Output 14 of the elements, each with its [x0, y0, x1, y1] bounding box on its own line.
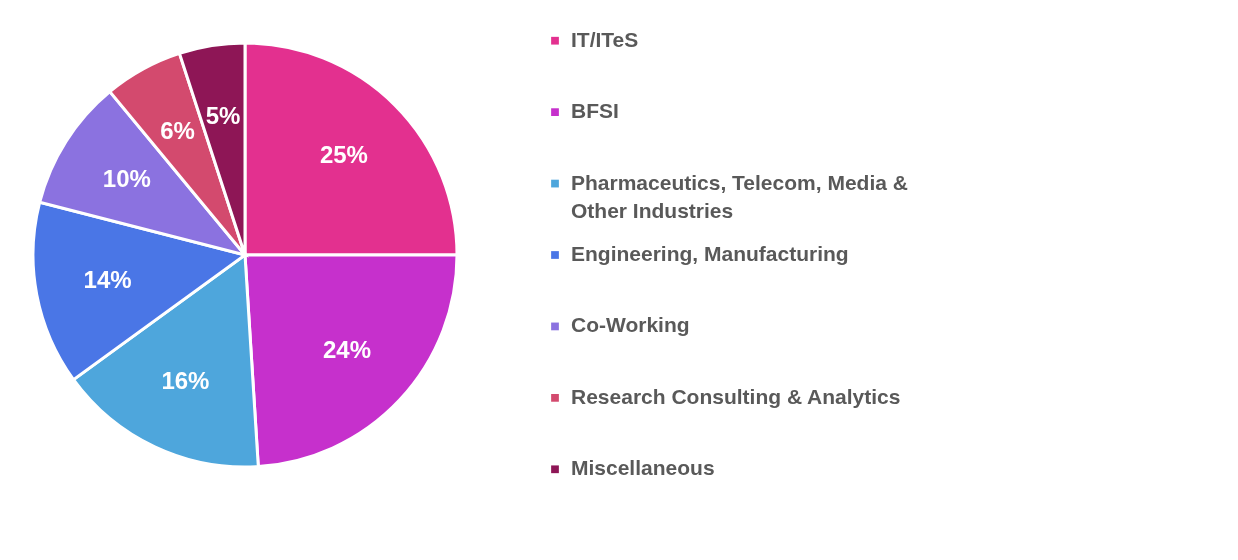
- data-label: 16%: [161, 366, 210, 394]
- legend-label: Research Consulting & Analytics: [571, 384, 901, 408]
- data-label: 24%: [322, 335, 372, 363]
- legend-label: Miscellaneous: [571, 456, 715, 480]
- legend-label: BFSI: [571, 99, 619, 123]
- data-label: 6%: [160, 117, 195, 145]
- data-label: 5%: [205, 101, 241, 129]
- data-label: 25%: [319, 141, 368, 169]
- legend-label: Engineering, Manufacturing: [571, 242, 849, 265]
- data-label: 14%: [83, 266, 132, 294]
- data-label: 10%: [102, 165, 151, 193]
- legend-label: Co-Working: [571, 313, 690, 337]
- legend-label: Pharmaceutics, Telecom, Media & Other Industries: [571, 170, 908, 222]
- legend-label: IT/ITeS: [571, 27, 639, 51]
